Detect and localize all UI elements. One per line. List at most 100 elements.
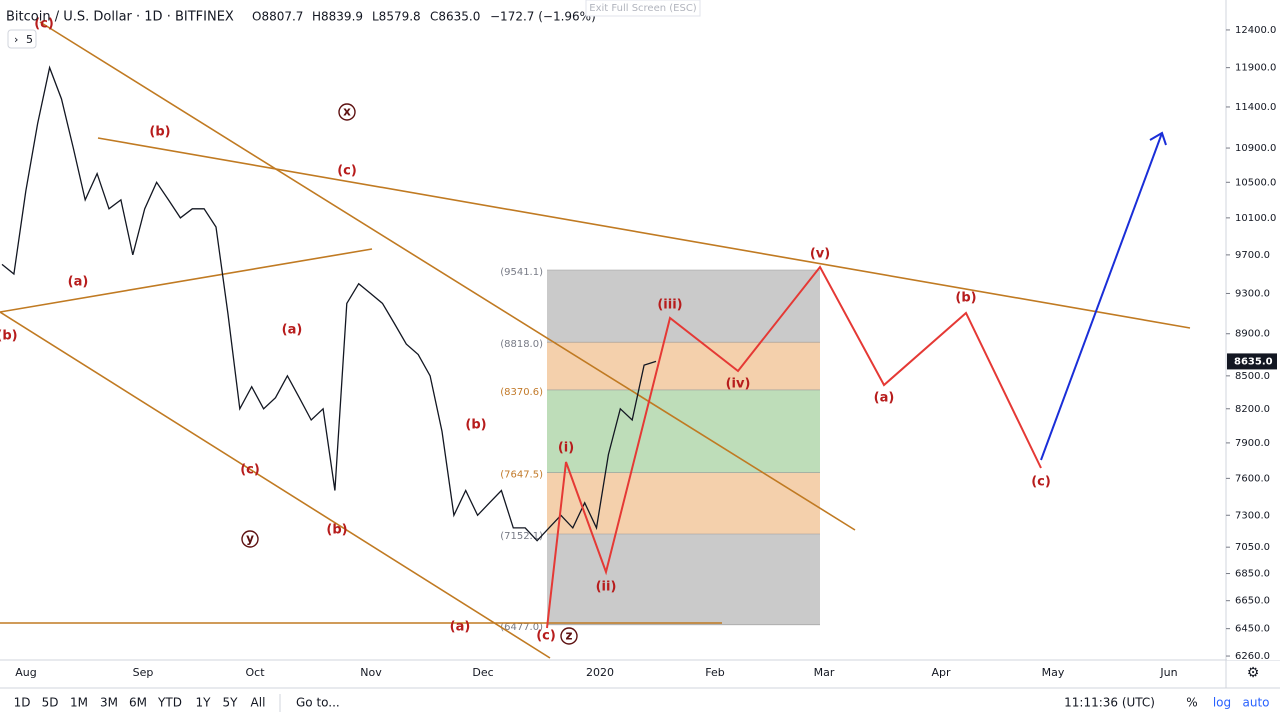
y-tick-label: 7300.0 bbox=[1235, 510, 1270, 521]
wave-label: (a) bbox=[450, 620, 471, 635]
wave-label: (ii) bbox=[596, 580, 617, 595]
wave-label: (iv) bbox=[726, 377, 751, 392]
trend-lines bbox=[0, 21, 1191, 659]
projection-path bbox=[546, 265, 1042, 629]
x-tick-label: Dec bbox=[472, 666, 493, 679]
fib-label: (9541.1) bbox=[500, 267, 543, 278]
range-button[interactable]: 1D bbox=[14, 696, 31, 710]
y-tick-label: 12400.0 bbox=[1235, 25, 1276, 36]
interval-button[interactable] bbox=[7, 29, 37, 49]
wave-label: (a) bbox=[874, 391, 895, 406]
x-tick-label: Sep bbox=[133, 666, 154, 679]
interval-button-label[interactable]: › bbox=[14, 33, 18, 46]
x-tick-label: Feb bbox=[705, 666, 724, 679]
wave-labels: (c) (a) (b) (b) (c) (a) (c) (b) (a) (b) (c) (i) (ii)… bbox=[0, 17, 1051, 645]
circled-label: x bbox=[343, 105, 351, 119]
trend-line bbox=[39, 21, 856, 531]
last-price-label: 8635.0 bbox=[1234, 356, 1273, 367]
wave-label: (b) bbox=[0, 329, 18, 344]
fib-zone bbox=[547, 534, 820, 625]
wave-label: (iii) bbox=[657, 298, 682, 313]
wave-label: (b) bbox=[149, 125, 170, 140]
fib-zone bbox=[547, 342, 820, 390]
trend-line bbox=[0, 311, 551, 659]
fib-label: (8370.6) bbox=[500, 387, 543, 398]
y-tick-label: 10900.0 bbox=[1235, 143, 1276, 154]
ohlc-high: H8839.9 bbox=[312, 10, 363, 24]
scale-button[interactable]: log bbox=[1213, 696, 1231, 710]
fib-zone bbox=[547, 472, 820, 535]
y-tick-label: 7600.0 bbox=[1235, 473, 1270, 484]
y-tick-label: 7900.0 bbox=[1235, 438, 1270, 449]
exit-fullscreen[interactable] bbox=[585, 0, 701, 17]
wave-circle bbox=[241, 530, 259, 548]
wave-label: (a) bbox=[68, 275, 89, 290]
x-tick-label: Oct bbox=[245, 666, 265, 679]
wave-label: (c) bbox=[240, 463, 260, 478]
fib-label: (8818.0) bbox=[500, 339, 543, 350]
fib-box: (9541.1) (8818.0) (8370.6) (7647.5) (7152.1)… bbox=[500, 267, 820, 633]
wave-label: (i) bbox=[558, 441, 574, 456]
wave-label: (c) bbox=[1031, 475, 1051, 490]
circled-label: y bbox=[246, 532, 254, 546]
wave-label: (c) bbox=[337, 164, 357, 179]
trend-line bbox=[0, 248, 373, 313]
x-tick-label: Aug bbox=[15, 666, 36, 679]
x-tick-label: Nov bbox=[360, 666, 382, 679]
fib-label: (7647.5) bbox=[500, 470, 543, 481]
trend-line bbox=[97, 137, 1191, 329]
y-tick-label: 6450.0 bbox=[1235, 624, 1270, 635]
y-tick-label: 8500.0 bbox=[1235, 371, 1270, 382]
y-tick-label: 10500.0 bbox=[1235, 177, 1276, 188]
toolbar: 1D 5D 1M 3M 6M YTD 1Y 5Y All Go to... 11:11:36 (UT… bbox=[14, 694, 1270, 712]
range-button[interactable]: 5D bbox=[42, 696, 59, 710]
x-tick-label: Mar bbox=[814, 666, 835, 679]
y-axis-bg bbox=[1227, 0, 1280, 660]
fib-zone bbox=[547, 270, 820, 343]
axes: 12400.0 11900.0 11400.0 10900.0 10500.0 10100… bbox=[15, 0, 1280, 681]
range-button[interactable]: 1M bbox=[70, 696, 88, 710]
exit-fullscreen-label[interactable]: Exit Full Screen (ESC) bbox=[589, 3, 697, 14]
wave-circle bbox=[338, 103, 356, 121]
x-tick-label: 2020 bbox=[586, 666, 614, 679]
wave-label: (a) bbox=[282, 323, 303, 338]
range-button[interactable]: 3M bbox=[100, 696, 118, 710]
price-line bbox=[1, 65, 657, 542]
x-tick-label: Apr bbox=[931, 666, 951, 679]
range-button[interactable]: All bbox=[251, 696, 266, 710]
wave-circle bbox=[560, 627, 578, 645]
y-tick-label: 8900.0 bbox=[1235, 329, 1270, 340]
range-button[interactable]: YTD bbox=[157, 696, 182, 710]
interval-button-label[interactable]: 5 bbox=[26, 33, 33, 46]
wave-label: (b) bbox=[465, 418, 486, 433]
price-layer bbox=[1, 65, 657, 542]
clock: 11:11:36 (UTC) bbox=[1064, 696, 1155, 710]
wave-label: (c) bbox=[536, 629, 556, 644]
wave-label: (b) bbox=[955, 291, 976, 306]
wave-label: (v) bbox=[810, 247, 830, 262]
settings-icon[interactable]: ⚙ bbox=[1247, 665, 1260, 681]
ohlc-open: O8807.7 bbox=[252, 10, 303, 24]
y-tick-label: 6850.0 bbox=[1235, 569, 1270, 580]
scale-button[interactable]: % bbox=[1186, 696, 1197, 710]
fib-zone bbox=[547, 389, 820, 473]
fib-label: (6477.0) bbox=[500, 622, 543, 633]
scale-button[interactable]: auto bbox=[1242, 696, 1269, 710]
projection-arrow bbox=[1040, 132, 1163, 461]
range-button[interactable]: 1Y bbox=[196, 696, 212, 710]
y-tick-label: 9300.0 bbox=[1235, 288, 1270, 299]
range-button[interactable]: 5Y bbox=[223, 696, 239, 710]
y-tick-label: 10100.0 bbox=[1235, 213, 1276, 224]
y-tick-label: 6650.0 bbox=[1235, 596, 1270, 607]
arrow-head bbox=[1149, 131, 1167, 146]
ohlc-low: L8579.8 bbox=[372, 10, 421, 24]
y-tick-label: 11900.0 bbox=[1235, 63, 1276, 74]
goto-button[interactable]: Go to... bbox=[296, 696, 340, 710]
x-tick-label: May bbox=[1042, 666, 1065, 679]
last-price-tag bbox=[1227, 353, 1277, 370]
range-button[interactable]: 6M bbox=[129, 696, 147, 710]
y-tick-label: 11400.0 bbox=[1235, 102, 1276, 113]
wave-label: (c) bbox=[34, 17, 54, 32]
x-tick-label: Jun bbox=[1159, 666, 1177, 679]
